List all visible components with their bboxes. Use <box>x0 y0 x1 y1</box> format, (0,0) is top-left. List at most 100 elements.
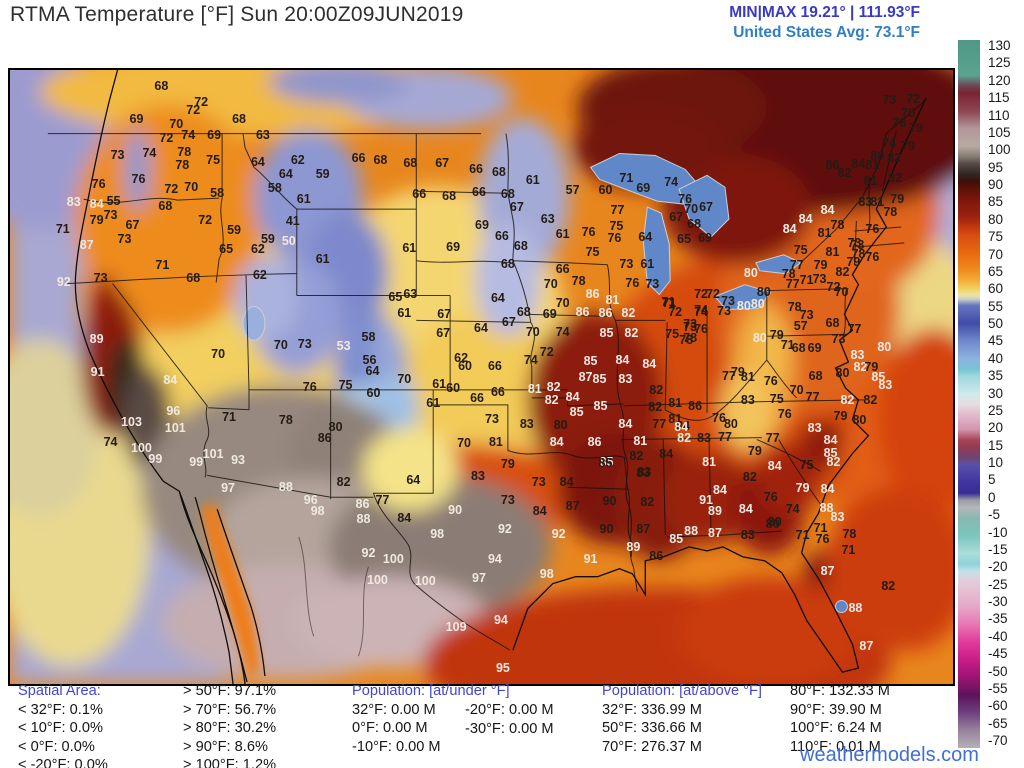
station-temperature: 82 <box>621 306 636 321</box>
station-temperature: 76 <box>901 105 916 120</box>
station-temperature: 94 <box>493 613 508 628</box>
station-temperature: 73 <box>103 207 118 222</box>
station-temperature: 68 <box>158 198 173 213</box>
station-temperature: 72 <box>694 286 709 301</box>
station-temperature: 67 <box>501 315 516 330</box>
station-temperature: 82 <box>649 382 664 397</box>
station-temperature: 55 <box>106 193 121 208</box>
station-temperature: 85 <box>599 326 614 341</box>
colorbar-tick: 90 <box>988 177 1004 192</box>
stat-line: 90°F: 39.90 M <box>790 701 882 718</box>
stat-line: 70°F: 276.37 M <box>602 738 702 755</box>
station-temperature: 73 <box>619 256 634 271</box>
station-temperature: 84 <box>89 196 104 211</box>
colorbar-tick: -45 <box>988 646 1008 662</box>
station-temperature: 81 <box>633 433 648 448</box>
station-temperature: 84 <box>397 510 412 525</box>
station-temperature: 86 <box>575 305 590 320</box>
station-temperature: 101 <box>202 446 224 461</box>
stat-line: > 90°F: 8.6% <box>183 738 268 755</box>
station-temperature: 76 <box>607 230 622 245</box>
station-temperature: 81 <box>740 369 755 384</box>
station-temperature: 82 <box>648 399 663 414</box>
station-temperature: 84 <box>823 432 838 447</box>
station-temperature: 84 <box>532 503 547 518</box>
station-temperature: 83 <box>740 527 755 542</box>
station-temperature: 59 <box>227 222 241 237</box>
station-temperature: 71 <box>619 171 634 186</box>
station-temperature: 82 <box>544 392 559 407</box>
population-above-block-2: 80°F: 132.33 M 90°F: 39.90 M 100°F: 6.24 M… <box>790 682 890 756</box>
station-temperature: 98 <box>539 566 554 581</box>
colorbar-tick: 25 <box>988 402 1004 418</box>
station-temperature: 84 <box>738 501 753 516</box>
station-temperature: 56 <box>362 352 377 367</box>
station-temperature: 82 <box>863 392 878 407</box>
station-temperature: 86 <box>598 306 613 321</box>
station-temperature: 74 <box>785 501 800 516</box>
station-temperature: 87 <box>708 525 722 540</box>
station-temperature: 84 <box>782 221 797 236</box>
minmax-readout: MIN|MAX 19.21° | 111.93°F <box>729 4 920 21</box>
station-temperature: 83 <box>636 466 651 481</box>
station-temperature: 71 <box>813 520 828 535</box>
station-temperature: 76 <box>865 249 880 264</box>
station-temperature: 73 <box>812 271 827 286</box>
population-under-block: Population: [at/under °F] 32°F: 0.00 M 0°… <box>352 682 510 756</box>
station-temperature: 68 <box>232 111 246 126</box>
colorbar-tick: 15 <box>988 437 1004 453</box>
station-temperature: 72 <box>198 212 213 227</box>
station-temperature: 85 <box>823 445 838 460</box>
station-temperature: 87 <box>79 237 94 252</box>
stat-line: -10°F: 0.00 M <box>352 738 441 755</box>
colorbar-tick: 115 <box>988 90 1010 106</box>
station-temperature: 91 <box>699 492 713 507</box>
station-temperature: 73 <box>831 331 846 346</box>
station-temperature: 81 <box>488 434 503 449</box>
station-temperature: 77 <box>785 276 800 291</box>
station-temperature: 72 <box>186 102 201 117</box>
station-temperature: 85 <box>592 371 607 386</box>
station-temperature: 73 <box>683 320 698 335</box>
station-temperature: 61 <box>315 251 330 266</box>
station-temperature: 84 <box>163 372 178 387</box>
station-temperature: 85 <box>593 398 608 413</box>
station-temperature: 74 <box>694 303 709 318</box>
station-temperature: 78 <box>278 412 293 427</box>
station-temperature: 60 <box>458 358 473 373</box>
station-temperature: 81 <box>527 381 542 396</box>
station-temperature: 84 <box>767 459 782 474</box>
station-temperature: 85 <box>598 456 613 471</box>
stat-line: 50°F: 336.66 M <box>602 720 702 737</box>
station-temperature: 80 <box>752 331 767 345</box>
station-temperature: 77 <box>789 257 804 272</box>
station-temperature: 61 <box>640 256 655 271</box>
station-temperature: 79 <box>833 408 848 423</box>
station-temperature: 68 <box>403 156 418 171</box>
station-temperature: 67 <box>125 217 140 232</box>
station-temperature: 64 <box>638 229 653 244</box>
station-temperature: 68 <box>500 256 515 271</box>
spatial-area-under-list: < 32°F: 0.1% < 10°F: 0.0% < 0°F: 0.0% < -20… <box>18 701 108 768</box>
station-temperature: 92 <box>497 521 512 536</box>
station-temperature: 61 <box>296 191 311 206</box>
station-temperature: 89 <box>89 331 104 346</box>
colorbar-tick: 130 <box>988 38 1011 53</box>
station-temperature: 71 <box>155 257 170 272</box>
station-temperature: 79 <box>747 443 762 458</box>
station-temperature: 61 <box>432 376 447 391</box>
station-temperature: 41 <box>285 213 300 228</box>
station-temperature: 59 <box>315 167 330 182</box>
colorbar-tick: 95 <box>988 159 1004 175</box>
station-temperature: 73 <box>110 148 125 163</box>
stat-line: > 100°F: 1.2% <box>183 757 277 768</box>
station-temperature: 79 <box>89 212 104 227</box>
station-temperature: 53 <box>336 338 351 353</box>
population-under-header: Population: [at/under °F] <box>352 683 510 699</box>
station-temperature: 61 <box>525 173 540 188</box>
station-temperature: 63 <box>540 211 555 226</box>
station-temperature: 71 <box>795 527 810 542</box>
station-temperature: 83 <box>830 509 845 524</box>
station-temperature: 100 <box>382 551 404 566</box>
station-temperature: 75 <box>338 377 353 392</box>
